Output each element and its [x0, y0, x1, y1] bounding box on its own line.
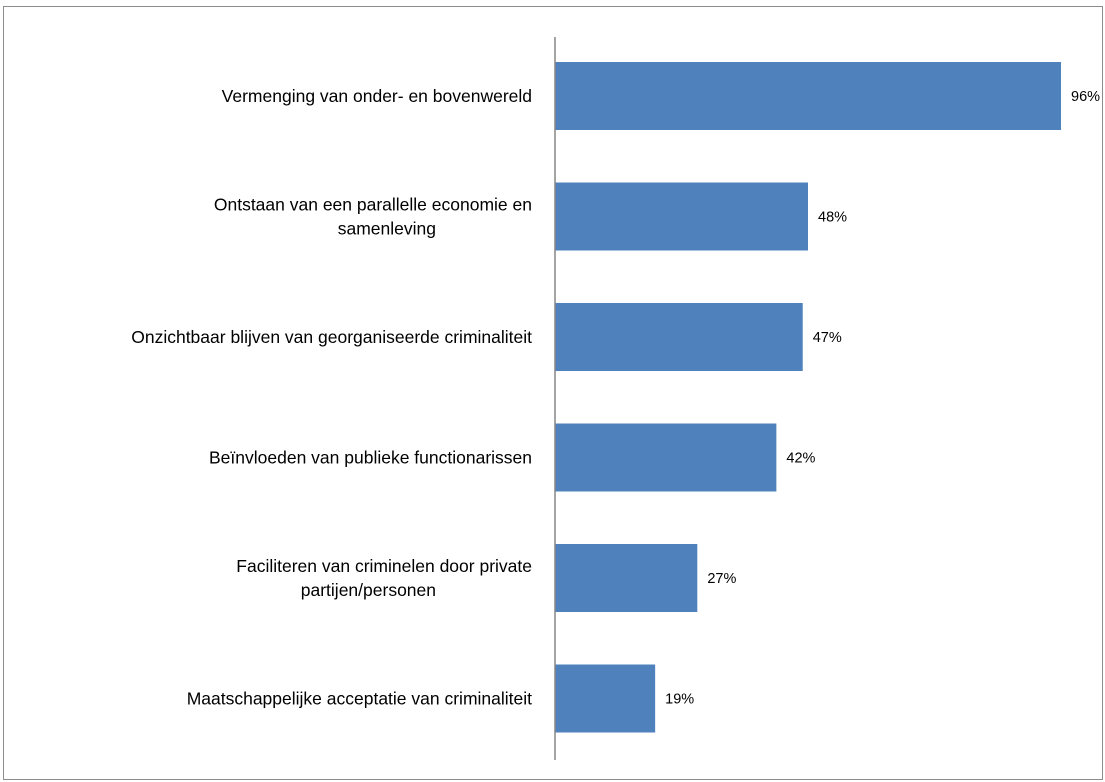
- category-label-line: Ontstaan van een parallelle economie en: [214, 195, 532, 215]
- category-label-line: Maatschappelijke acceptatie van criminal…: [187, 689, 532, 709]
- data-label: 47%: [813, 330, 842, 346]
- bar: [555, 303, 803, 371]
- bar: [555, 62, 1061, 130]
- data-label: 27%: [707, 571, 736, 587]
- chart-frame: [3, 6, 1103, 780]
- data-label: 42%: [786, 451, 815, 467]
- bar: [555, 423, 777, 492]
- category-label: Beïnvloeden van publieke functionarissen: [209, 448, 532, 468]
- bar: [555, 544, 698, 612]
- category-label: Onzichtbaar blijven van georganiseerde c…: [131, 327, 532, 347]
- category-label-line: Beïnvloeden van publieke functionarissen: [209, 448, 532, 468]
- category-label-line: Faciliteren van criminelen door private: [236, 556, 532, 576]
- value-labels: 96% 48% 47% 42% 27% 19%: [665, 89, 1100, 708]
- bars-layer: [555, 62, 1061, 733]
- category-label-line: Onzichtbaar blijven van georganiseerde c…: [131, 327, 532, 347]
- data-label: 96%: [1071, 89, 1100, 105]
- bar: [555, 664, 656, 733]
- bar: [555, 182, 808, 251]
- data-label: 19%: [665, 692, 694, 708]
- category-label: Vermenging van onder- en bovenwereld: [222, 86, 532, 106]
- category-label: Ontstaan van een parallelle economie en s…: [214, 195, 532, 239]
- category-label-line: samenleving: [338, 219, 436, 239]
- category-labels: Vermenging van onder- en bovenwereld Onts…: [131, 86, 532, 709]
- data-label: 48%: [818, 210, 847, 226]
- category-label: Faciliteren van criminelen door private p…: [236, 556, 532, 600]
- category-label-line: Vermenging van onder- en bovenwereld: [222, 86, 532, 106]
- category-label-line: partijen/personen: [301, 580, 436, 600]
- category-label: Maatschappelijke acceptatie van criminal…: [187, 689, 532, 709]
